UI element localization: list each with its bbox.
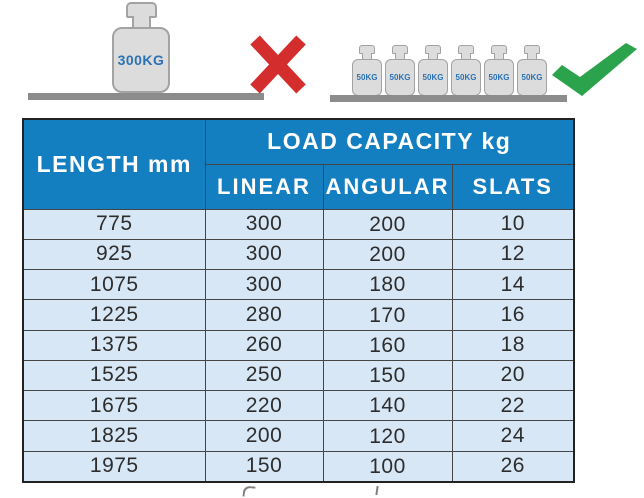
cell-length: 925 xyxy=(22,238,206,271)
weight-50kg: 50KG xyxy=(385,45,415,96)
weight-50kg: 50KG xyxy=(517,45,547,96)
weight-label: 50KG xyxy=(455,73,477,82)
cell-angular: 200 xyxy=(322,208,453,240)
cell-length: 1675 xyxy=(22,390,206,422)
cell-length: 1075 xyxy=(22,269,206,301)
cell-length: 1975 xyxy=(22,450,206,483)
cell-linear: 260 xyxy=(204,329,324,361)
cell-slats: 12 xyxy=(451,238,575,271)
cell-angular: 180 xyxy=(322,269,453,301)
weight-50kg: 50KG xyxy=(418,45,448,96)
cell-slats: 10 xyxy=(451,208,575,240)
weight-neck xyxy=(428,52,438,61)
weight-50kg: 50KG xyxy=(352,45,382,96)
cell-length: 775 xyxy=(22,208,206,240)
cell-linear: 300 xyxy=(204,269,324,301)
cell-length: 1525 xyxy=(22,359,206,392)
weight-50kg: 50KG xyxy=(451,45,481,96)
weight-neck xyxy=(494,52,504,61)
weight-50kg: 50KG xyxy=(484,45,514,96)
weight-label: 50KG xyxy=(422,73,444,82)
header-linear: LINEAR xyxy=(204,163,324,210)
weight-neck xyxy=(362,52,372,61)
shelf-bar-right xyxy=(330,95,567,102)
load-capacity-table: LENGTH mm LOAD CAPACITY kg LINEAR ANGULA… xyxy=(22,118,575,483)
table-row: 775 300 200 10 xyxy=(22,208,575,240)
table-row: 1225 280 170 16 xyxy=(22,299,575,331)
cell-linear: 280 xyxy=(204,299,324,331)
weight-label: 50KG xyxy=(521,73,543,82)
weight-body: 50KG xyxy=(451,59,481,96)
table-row: 1975 150 100 26 xyxy=(22,450,575,483)
cell-slats: 16 xyxy=(451,299,575,331)
cell-linear: 300 xyxy=(204,208,324,240)
weight-body: 50KG xyxy=(484,59,514,96)
weight-body: 50KG xyxy=(385,59,415,96)
cell-linear: 150 xyxy=(204,450,324,483)
header-row-main: LENGTH mm LOAD CAPACITY kg xyxy=(22,118,575,210)
check-mark-icon xyxy=(552,43,637,96)
table-row: 1825 200 120 24 xyxy=(22,420,575,452)
cell-angular: 150 xyxy=(322,359,453,392)
cell-linear: 200 xyxy=(204,420,324,452)
table-row: 1675 220 140 22 xyxy=(22,390,575,422)
shelf-bar-left xyxy=(28,93,264,100)
small-weights-row: 50KG 50KG 50KG 50KG 50KG 50KG xyxy=(352,45,547,96)
weight-label: 50KG xyxy=(356,73,378,82)
cell-linear: 250 xyxy=(204,359,324,392)
weight-body: 50KG xyxy=(352,59,382,96)
x-mark-icon xyxy=(250,35,306,94)
header-length: LENGTH mm xyxy=(22,118,206,210)
cell-linear: 300 xyxy=(204,238,324,271)
weight-neck xyxy=(395,52,405,61)
weight-label: 300KG xyxy=(117,52,165,68)
weight-neck xyxy=(461,52,471,61)
cell-slats: 14 xyxy=(451,269,575,301)
cell-angular: 100 xyxy=(322,450,453,483)
table-row: 1525 250 150 20 xyxy=(22,359,575,392)
cell-slats: 24 xyxy=(451,420,575,452)
cell-length: 1225 xyxy=(22,299,206,331)
weight-body: 50KG xyxy=(418,59,448,96)
header-slats: SLATS xyxy=(451,163,575,210)
cell-angular: 160 xyxy=(322,329,453,361)
table-row: 1075 300 180 14 xyxy=(22,269,575,301)
cell-slats: 22 xyxy=(451,390,575,422)
weight-body: 300KG xyxy=(112,27,170,93)
header-angular: ANGULAR xyxy=(322,163,453,210)
cell-length: 1825 xyxy=(22,420,206,452)
weight-label: 50KG xyxy=(488,73,510,82)
cell-linear: 220 xyxy=(204,390,324,422)
cell-angular: 170 xyxy=(322,299,453,331)
weight-neck xyxy=(131,16,151,29)
weight-300kg: 300KG xyxy=(112,2,170,93)
cell-angular: 200 xyxy=(322,238,453,271)
cell-angular: 140 xyxy=(322,390,453,422)
weight-neck xyxy=(527,52,537,61)
weight-body: 50KG xyxy=(517,59,547,96)
cell-slats: 20 xyxy=(451,359,575,392)
header-load-capacity: LOAD CAPACITY kg xyxy=(204,118,575,165)
header-row-sub: LINEAR ANGULAR SLATS xyxy=(23,163,575,210)
table-row: 925 300 200 12 xyxy=(22,238,575,271)
cell-length: 1375 xyxy=(22,329,206,361)
cropped-text-artifact xyxy=(242,485,256,498)
table-row: 1375 260 160 18 xyxy=(22,329,575,361)
cell-slats: 18 xyxy=(451,329,575,361)
weight-label: 50KG xyxy=(389,73,411,82)
cell-slats: 26 xyxy=(451,450,575,483)
cell-angular: 120 xyxy=(322,420,453,452)
